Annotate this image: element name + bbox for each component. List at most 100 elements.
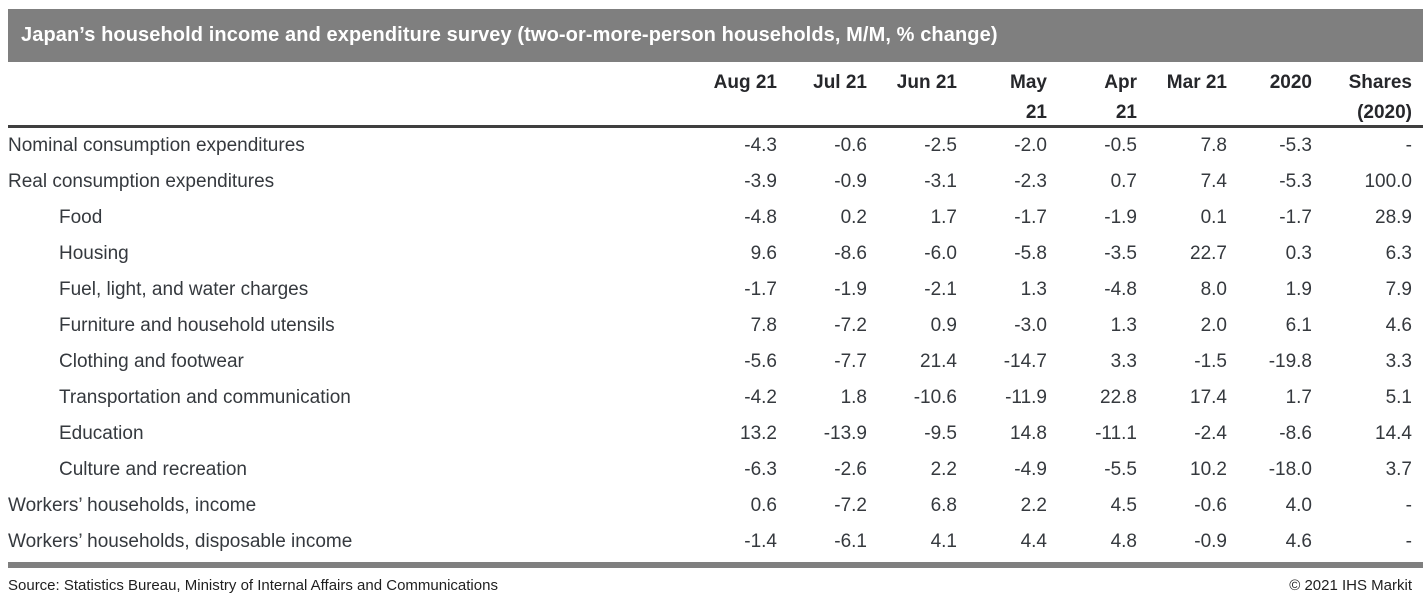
cell-value: 3.3 <box>1385 351 1412 372</box>
cell-value: 0.7 <box>1110 171 1137 192</box>
cell-value: -4.8 <box>1104 279 1137 300</box>
header-divider-rule <box>8 125 1423 128</box>
table-row: Workers’ households, income 0.6 -7.2 6.8 2.2… <box>8 488 1412 524</box>
table-row: Transportation and communication -4.2 1.8 -… <box>8 380 1412 416</box>
column-header-mar-21: Mar 21 <box>1166 72 1227 93</box>
cell-value: 2.0 <box>1200 315 1227 336</box>
column-header-aug-21: Aug 21 <box>713 72 777 93</box>
source-note: Source: Statistics Bureau, Ministry of I… <box>8 577 498 594</box>
cell-value: 21.4 <box>920 351 957 372</box>
table-row: Culture and recreation -6.3 -2.6 2.2 -4.9 -5.… <box>8 452 1412 488</box>
row-label: Clothing and footwear <box>59 351 244 372</box>
cell-value: -1.9 <box>1104 207 1137 228</box>
cell-value: -4.8 <box>744 207 777 228</box>
cell-value: -6.3 <box>744 459 777 480</box>
cell-value: 1.3 <box>1110 315 1137 336</box>
row-label: Real consumption expenditures <box>8 171 275 192</box>
footer: Source: Statistics Bureau, Ministry of I… <box>8 577 1412 594</box>
cell-value: -13.9 <box>823 423 867 444</box>
cell-value: -1.7 <box>744 279 777 300</box>
cell-value: - <box>1405 495 1412 516</box>
row-label: Workers’ households, disposable income <box>8 531 353 552</box>
cell-value: 0.6 <box>750 495 777 516</box>
row-label: Furniture and household utensils <box>59 315 335 336</box>
table-row: Workers’ households, disposable income -1… <box>8 524 1412 560</box>
cell-value: 1.8 <box>840 387 867 408</box>
cell-value: -11.9 <box>1005 387 1047 408</box>
cell-value: -8.6 <box>834 243 867 264</box>
cell-value: -7.2 <box>834 495 867 516</box>
table-row: Education 13.2 -13.9 -9.5 14.8 -11.1 -2.4 -8.6 1… <box>8 416 1412 452</box>
cell-value: 6.8 <box>930 495 957 516</box>
cell-value: 1.7 <box>930 207 957 228</box>
row-label: Housing <box>59 243 129 264</box>
row-label: Fuel, light, and water charges <box>59 279 309 300</box>
cell-value: -2.1 <box>924 279 957 300</box>
cell-value: -10.6 <box>913 387 957 408</box>
table-row: Housing 9.6 -8.6 -6.0 -5.8 -3.5 22.7 0.3 6.3 <box>8 236 1412 272</box>
cell-value: 1.3 <box>1020 279 1047 300</box>
cell-value: 7.9 <box>1385 279 1412 300</box>
cell-value: - <box>1405 531 1412 552</box>
cell-value: 2.2 <box>930 459 957 480</box>
cell-value: 3.3 <box>1110 351 1137 372</box>
cell-value: 0.9 <box>930 315 957 336</box>
cell-value: -4.2 <box>744 387 777 408</box>
cell-value: 14.4 <box>1375 423 1412 444</box>
cell-value: 8.0 <box>1200 279 1227 300</box>
cell-value: 4.0 <box>1285 495 1312 516</box>
cell-value: 0.1 <box>1200 207 1227 228</box>
cell-value: -5.3 <box>1279 171 1312 192</box>
data-table: Aug 21 Jul 21 Jun 21 May 21 Apr 21 Mar 21 2020… <box>8 62 1412 560</box>
cell-value: -14.7 <box>1003 351 1047 372</box>
cell-value: -2.5 <box>924 135 957 156</box>
cell-value: -2.0 <box>1014 135 1047 156</box>
cell-value: -4.9 <box>1014 459 1047 480</box>
column-header-shares-2020: Shares (2020) <box>1348 72 1412 123</box>
cell-value: -6.1 <box>834 531 867 552</box>
table-row: Food -4.8 0.2 1.7 -1.7 -1.9 0.1 -1.7 28.9 <box>8 200 1412 236</box>
cell-value: -7.2 <box>834 315 867 336</box>
cell-value: -1.5 <box>1194 351 1227 372</box>
cell-value: 4.6 <box>1385 315 1412 336</box>
cell-value: 7.8 <box>1200 135 1227 156</box>
cell-value: 17.4 <box>1190 387 1227 408</box>
cell-value: -7.7 <box>834 351 867 372</box>
cell-value: 3.7 <box>1385 459 1412 480</box>
cell-value: - <box>1405 135 1412 156</box>
cell-value: 4.8 <box>1110 531 1137 552</box>
cell-value: 0.2 <box>840 207 867 228</box>
table-row: Real consumption expenditures -3.9 -0.9 -3.… <box>8 164 1412 200</box>
cell-value: -1.7 <box>1014 207 1047 228</box>
cell-value: -18.0 <box>1268 459 1312 480</box>
cell-value: -1.7 <box>1279 207 1312 228</box>
table-row: Furniture and household utensils 7.8 -7.2 0… <box>8 308 1412 344</box>
cell-value: -3.5 <box>1104 243 1137 264</box>
cell-value: 6.1 <box>1285 315 1312 336</box>
row-label: Education <box>59 423 144 444</box>
cell-value: 0.3 <box>1285 243 1312 264</box>
cell-value: 22.7 <box>1190 243 1227 264</box>
cell-value: -3.0 <box>1014 315 1047 336</box>
cell-value: -3.9 <box>744 171 777 192</box>
cell-value: -2.3 <box>1014 171 1047 192</box>
cell-value: -5.3 <box>1279 135 1312 156</box>
column-header-rowlabels-blank <box>8 62 687 128</box>
cell-value: -2.6 <box>834 459 867 480</box>
cell-value: -2.4 <box>1194 423 1227 444</box>
cell-value: 100.0 <box>1364 171 1412 192</box>
cell-value: 13.2 <box>740 423 777 444</box>
cell-value: -0.9 <box>834 171 867 192</box>
cell-value: 22.8 <box>1100 387 1137 408</box>
row-label: Workers’ households, income <box>8 495 257 516</box>
cell-value: 28.9 <box>1375 207 1412 228</box>
cell-value: -19.8 <box>1268 351 1312 372</box>
cell-value: -5.5 <box>1104 459 1137 480</box>
cell-value: 7.4 <box>1200 171 1227 192</box>
cell-value: 7.8 <box>750 315 777 336</box>
cell-value: 4.6 <box>1285 531 1312 552</box>
cell-value: -6.0 <box>924 243 957 264</box>
row-label: Transportation and communication <box>59 387 351 408</box>
cell-value: 4.4 <box>1020 531 1047 552</box>
cell-value: -0.9 <box>1194 531 1227 552</box>
